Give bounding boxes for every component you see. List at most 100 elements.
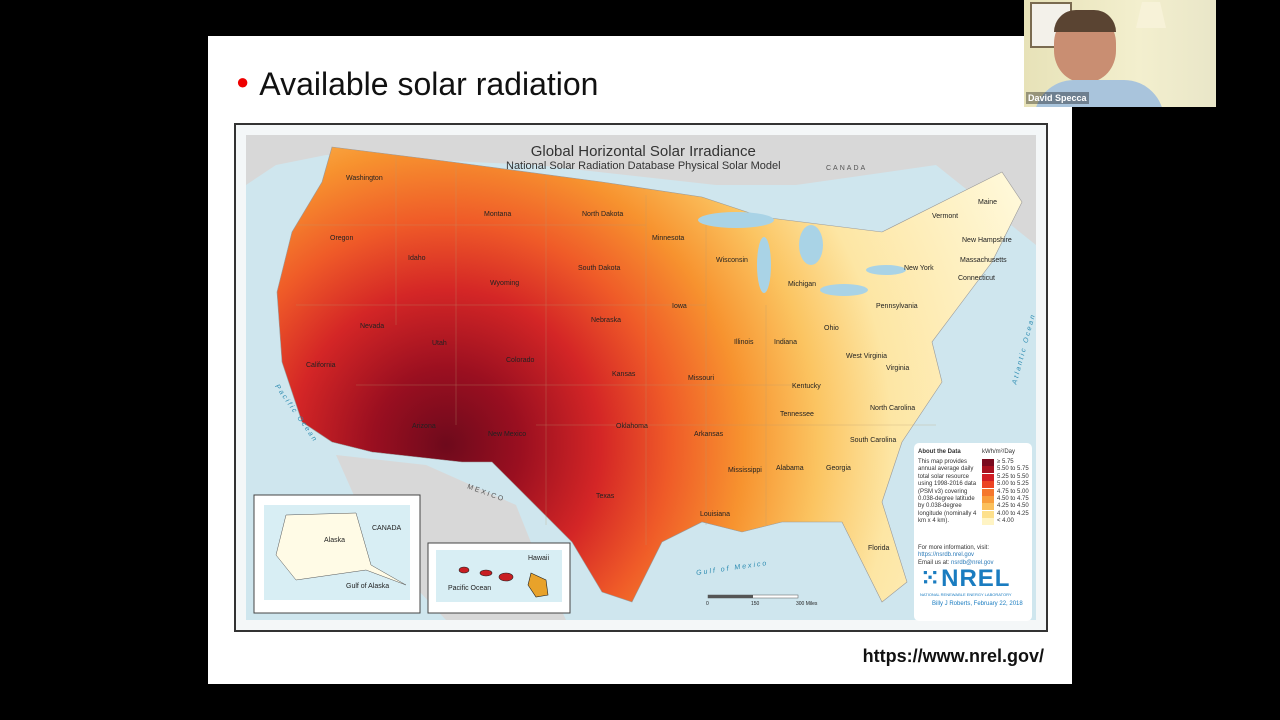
- participant-hair: [1054, 10, 1116, 32]
- state-label: Virginia: [886, 365, 910, 372]
- inset-label: CANADA: [372, 525, 402, 532]
- state-label: South Carolina: [850, 437, 897, 444]
- great-lakes: [698, 212, 906, 296]
- state-borders: [296, 155, 936, 545]
- map-credit: Billy J Roberts, February 22, 2018: [932, 601, 1023, 607]
- state-label: Pennsylvania: [876, 303, 918, 310]
- state-label: Georgia: [826, 465, 851, 472]
- legend-swatch: [982, 459, 994, 466]
- legend-class-label: < 4.00: [997, 518, 1014, 525]
- state-label: New Hampshire: [962, 237, 1012, 244]
- state-label: Massachusetts: [960, 257, 1007, 264]
- legend-class-label: 4.50 to 4.75: [997, 496, 1029, 502]
- state-label: Maine: [978, 199, 998, 206]
- state-label: Wyoming: [490, 280, 520, 287]
- nrel-logo-subtitle: NATIONAL RENEWABLE ENERGY LABORATORY: [920, 592, 1012, 597]
- state-label: Iowa: [672, 303, 687, 310]
- state-label: Washington: [346, 175, 383, 182]
- state-label: New Mexico: [488, 431, 527, 438]
- lamp: [1136, 2, 1166, 28]
- state-label: Minnesota: [652, 235, 685, 242]
- state-label: Vermont: [932, 213, 959, 220]
- map-subtitle: National Solar Radiation Database Physic…: [506, 160, 781, 172]
- state-label: Missouri: [688, 375, 715, 382]
- legend-class-label: 5.25 to 5.50: [997, 473, 1029, 480]
- state-label: Kansas: [612, 371, 636, 378]
- state-label: West Virginia: [846, 353, 887, 360]
- legend-swatch: [982, 510, 994, 518]
- state-label: Tennessee: [780, 411, 814, 418]
- state-label: Illinois: [734, 339, 754, 346]
- inset-label: Gulf of Alaska: [346, 583, 390, 590]
- legend-swatch: [982, 503, 994, 511]
- legend-class-label: 5.00 to 5.25: [997, 481, 1029, 488]
- state-label: Texas: [596, 493, 615, 500]
- state-label: North Carolina: [870, 405, 916, 412]
- map-legend: About the Data This map provides annual …: [914, 443, 1032, 621]
- participant-video-tile[interactable]: David Specca: [1024, 0, 1216, 107]
- scale-label: 300 Miles: [796, 601, 818, 607]
- bullet-icon: ●: [236, 69, 250, 94]
- state-label: Oklahoma: [616, 423, 648, 430]
- state-label: South Dakota: [578, 265, 621, 272]
- nsrdb-link[interactable]: https://nsrdb.nrel.gov: [918, 552, 975, 559]
- map-title-block: Global Horizontal Solar Irradiance Natio…: [506, 143, 781, 172]
- map-canvas: [246, 135, 1036, 620]
- state-label: Arizona: [412, 423, 436, 430]
- state-label: Alabama: [776, 465, 804, 472]
- state-label: Utah: [432, 340, 447, 347]
- state-label: Montana: [484, 211, 512, 218]
- slide-title-text: Available solar radiation: [259, 66, 599, 102]
- legend-swatch: [982, 473, 994, 481]
- inset-label: Pacific Ocean: [448, 585, 492, 592]
- state-label: Indiana: [774, 339, 797, 346]
- scale-label: 0: [706, 601, 709, 607]
- participant-name: David Specca: [1026, 92, 1089, 104]
- region-label: CANADA: [826, 165, 868, 172]
- legend-class-label: 4.75 to 5.00: [997, 488, 1029, 495]
- canada-land: [246, 135, 1036, 245]
- scale-label: 150: [751, 601, 760, 607]
- legend-swatch: [982, 466, 994, 474]
- state-label: Ohio: [824, 325, 839, 332]
- legend-class-label: ≥ 5.75: [997, 459, 1014, 465]
- alaska-shape: [275, 512, 407, 586]
- email-prefix: Email us at:: [918, 559, 950, 566]
- email-link[interactable]: nsrdb@nrel.gov: [951, 559, 994, 566]
- state-label: Connecticut: [958, 275, 995, 282]
- nrel-url: https://www.nrel.gov/: [862, 646, 1044, 666]
- state-label: Arkansas: [694, 431, 724, 438]
- state-label: Florida: [868, 545, 890, 552]
- legend-class-label: 4.00 to 4.25: [997, 510, 1029, 517]
- legend-units: kWh/m²/Day: [982, 449, 1015, 455]
- state-label: Louisiana: [700, 511, 730, 518]
- legend-class-label: 5.50 to 5.75: [997, 466, 1029, 473]
- legend-swatch: [982, 496, 994, 503]
- presentation-slide: ● Available solar radiation: [208, 36, 1072, 684]
- state-label: Nebraska: [591, 317, 621, 324]
- state-label: Wisconsin: [716, 257, 748, 264]
- conterminous-us: [276, 146, 1023, 603]
- state-label: Colorado: [506, 357, 535, 364]
- state-label: Michigan: [788, 281, 817, 288]
- state-label: North Dakota: [582, 211, 624, 218]
- nrel-logo-text: NREL: [941, 565, 1011, 592]
- state-label: California: [306, 362, 336, 369]
- legend-swatch: [982, 488, 994, 496]
- legend-swatch: [982, 518, 994, 526]
- participant-shirt: [1034, 80, 1164, 107]
- inset-label: Hawaii: [528, 555, 550, 562]
- state-label: Oregon: [330, 235, 354, 242]
- state-label: Nevada: [360, 323, 385, 330]
- state-label: Idaho: [408, 255, 426, 262]
- hawaii-islands: [458, 566, 549, 598]
- solar-irradiance-map: Global Horizontal Solar Irradiance Natio…: [234, 123, 1048, 632]
- more-info-text: For more information, visit:: [918, 545, 990, 551]
- legend-about-title: About the Data: [918, 449, 961, 455]
- map-title: Global Horizontal Solar Irradiance: [530, 143, 756, 160]
- state-label: Mississippi: [728, 467, 762, 474]
- nrel-logo: ⁙NREL: [920, 565, 1011, 592]
- inset-label: Alaska: [324, 537, 346, 544]
- legend-more-info: For more information, visit: https://nsr…: [918, 545, 993, 567]
- legend-description: This map provides annual average daily t…: [918, 459, 977, 525]
